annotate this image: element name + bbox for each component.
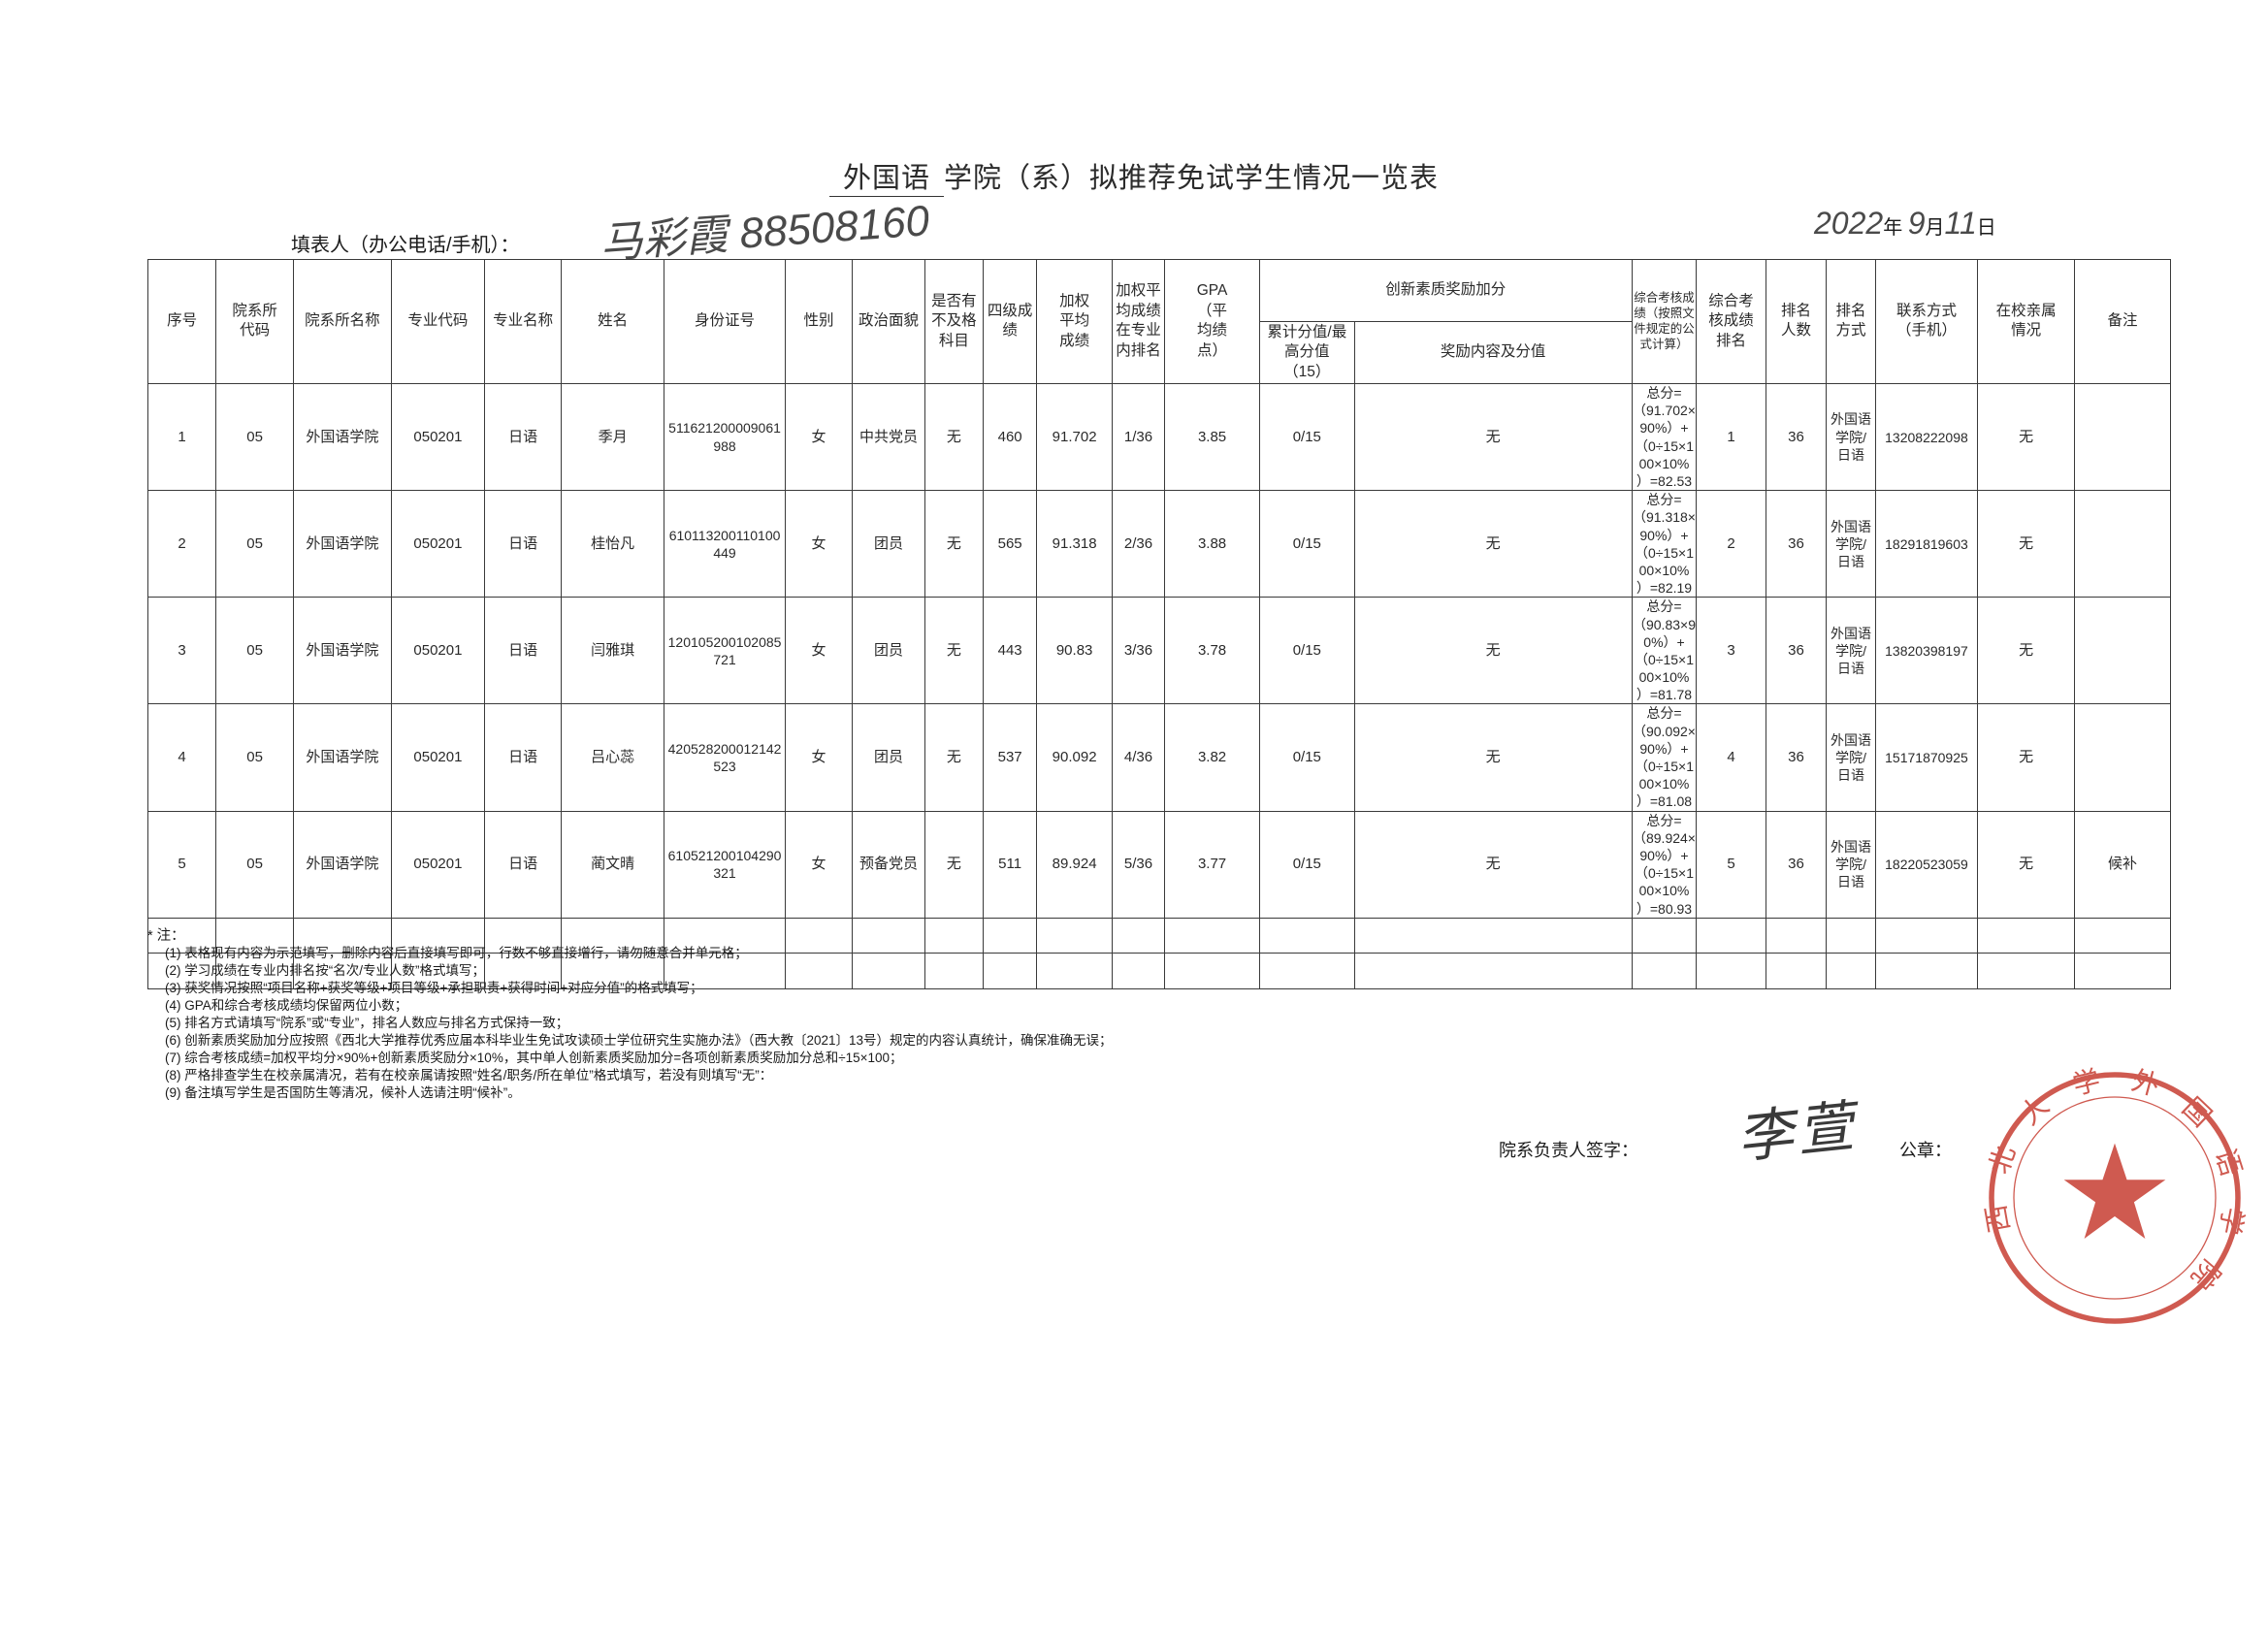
svg-text:外: 外 (2128, 1065, 2162, 1101)
svg-text:学: 学 (2214, 1205, 2249, 1238)
svg-text:学: 学 (2070, 1065, 2104, 1101)
svg-text:北: 北 (1984, 1142, 2021, 1178)
svg-text:语: 语 (2210, 1145, 2247, 1180)
svg-text:西: 西 (1981, 1203, 2015, 1235)
